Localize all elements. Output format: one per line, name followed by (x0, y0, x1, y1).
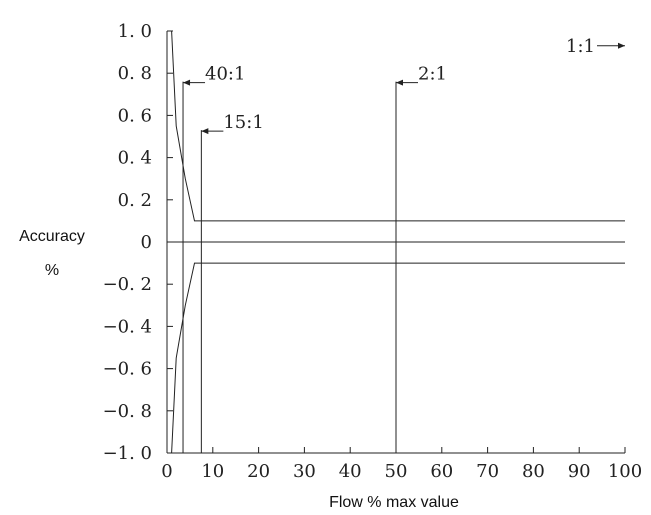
y-tick-label: −0. 4 (103, 316, 152, 337)
ratio-marker-label: 40:1 (205, 64, 245, 85)
full-scale-marker-label: 1:1 (566, 36, 595, 57)
x-tick-label: 90 (568, 461, 591, 482)
ratio-marker-arrowhead (396, 79, 403, 86)
lower-accuracy-limit-line (171, 262, 625, 454)
ratio-marker-label: 2:1 (418, 64, 447, 85)
y-tick-label: −0. 6 (103, 359, 152, 380)
x-tick-label: 60 (430, 461, 453, 482)
x-tick-label: 50 (385, 461, 408, 482)
y-axis-label-line1: Accuracy (19, 228, 85, 245)
ratio-markers: 40:1 15:1 2:1 1:1 (182, 36, 625, 453)
y-tick-label: −1. 0 (103, 443, 152, 464)
x-tick-label: 10 (201, 461, 224, 482)
y-axis-label-line2: % (45, 262, 59, 279)
y-tick-label: 1. 0 (118, 21, 152, 42)
x-tick-label: 30 (293, 461, 316, 482)
ratio-marker-arrowhead (183, 79, 191, 86)
y-tick-label: −0. 8 (103, 401, 152, 422)
full-scale-marker-arrowhead (618, 42, 625, 49)
x-tick-label: 70 (476, 461, 499, 482)
ratio-marker-label: 15:1 (223, 112, 263, 133)
x-tick-label: 40 (339, 461, 362, 482)
y-tick-label: 0 (141, 232, 152, 253)
y-tick-label: 0. 6 (118, 105, 152, 126)
y-tick-label: 0. 4 (118, 148, 152, 169)
ratio-marker-arrowhead (201, 128, 209, 135)
upper-accuracy-limit-line (171, 30, 625, 222)
y-tick-label: 0. 2 (118, 190, 152, 211)
x-tick-label: 20 (247, 461, 270, 482)
tick-labels: 0 10 20 30 40 50 60 70 80 90 100 1. 0 0. 8 0. 6 0. 4 0.… (103, 21, 643, 482)
y-tick-label: 0. 8 (118, 63, 152, 84)
y-tick-label: −0. 2 (103, 274, 152, 295)
x-tick-label: 0 (161, 461, 172, 482)
x-tick-label: 80 (522, 461, 545, 482)
x-axis-label: Flow % max value (329, 494, 459, 511)
x-tick-label: 100 (608, 461, 642, 482)
